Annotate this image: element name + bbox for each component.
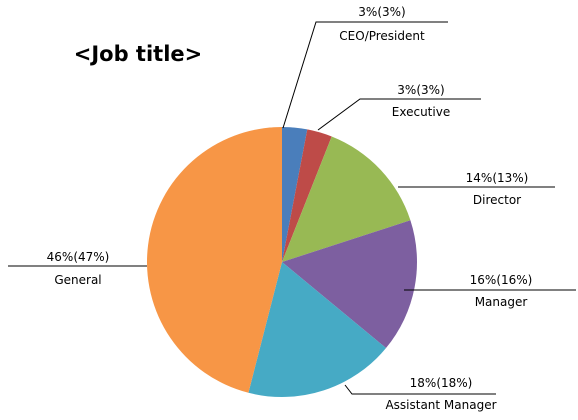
pie-slice-manager <box>282 220 417 349</box>
chart-title: <Job title> <box>73 42 203 66</box>
data-label-value-director: 14%(13%) <box>466 171 529 185</box>
pie-slice-director <box>282 136 411 262</box>
data-label-category-manager: Manager <box>475 295 528 309</box>
data-label-category-general: General <box>54 273 101 287</box>
data-label-value-assistant-manager: 18%(18%) <box>410 376 473 390</box>
pie-slice-executive <box>282 129 332 262</box>
leader-line-assistant-manager <box>344 384 496 395</box>
pie-slice-assistant-manager <box>248 262 387 398</box>
data-label-value-manager: 16%(16%) <box>470 273 533 287</box>
leader-line-ceo-president <box>282 21 448 129</box>
data-label-category-assistant-manager: Assistant Manager <box>385 398 496 412</box>
leader-line-executive <box>317 98 481 131</box>
data-label-value-general: 46%(47%) <box>47 250 110 264</box>
data-label-category-executive: Executive <box>392 105 450 119</box>
pie-slice-ceo-president <box>282 127 308 262</box>
data-label-category-ceo-president: CEO/President <box>339 29 425 43</box>
pie-slice-general <box>146 126 282 393</box>
data-label-category-director: Director <box>473 193 521 207</box>
data-label-value-ceo-president: 3%(3%) <box>358 5 405 19</box>
data-label-value-executive: 3%(3%) <box>397 83 444 97</box>
